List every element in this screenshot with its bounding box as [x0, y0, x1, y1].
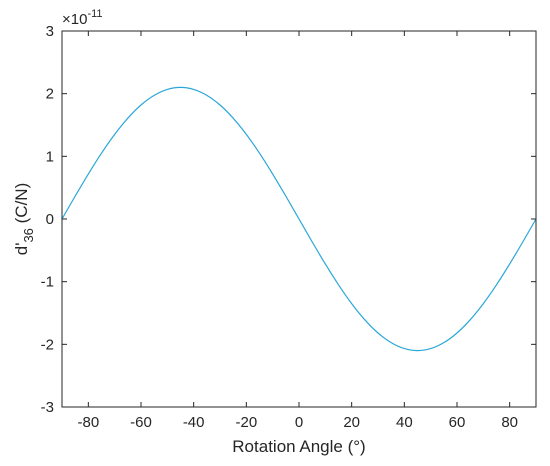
y-tick-label: 3 [46, 23, 54, 40]
y-exponent-label: ×10-11 [62, 8, 103, 28]
x-axis-label: Rotation Angle (°) [232, 437, 365, 456]
y-tick-label: 0 [46, 211, 54, 228]
y-axis-label-unit: (C/N) [12, 183, 31, 228]
y-axis-label-sub: 36 [21, 228, 36, 242]
y-ticks: -3 -2 -1 0 1 2 3 [41, 23, 536, 416]
series-line [61, 86, 537, 352]
x-tick-label: 0 [295, 414, 303, 431]
x-tick-label: 80 [501, 414, 518, 431]
y-tick-label: -3 [41, 399, 54, 416]
x-tick-label: 60 [449, 414, 466, 431]
x-tick-label: -80 [77, 414, 99, 431]
x-tick-label: -40 [183, 414, 205, 431]
y-exponent-base: ×10 [62, 11, 87, 28]
y-tick-label: 1 [46, 148, 54, 165]
y-tick-label: -2 [41, 336, 54, 353]
x-tick-label: 20 [343, 414, 360, 431]
y-exponent-power: -11 [87, 8, 102, 20]
x-tick-label: 40 [396, 414, 413, 431]
y-tick-label: 2 [46, 86, 54, 103]
x-ticks: -80 -60 -40 -20 0 20 40 60 80 [77, 31, 518, 431]
x-tick-label: -60 [130, 414, 152, 431]
y-tick-label: -1 [41, 274, 54, 291]
axes-box [61, 30, 537, 408]
y-axis-label: d'36 (C/N) [12, 183, 36, 256]
x-tick-label: -20 [235, 414, 257, 431]
y-axis-label-main: d' [12, 243, 31, 256]
